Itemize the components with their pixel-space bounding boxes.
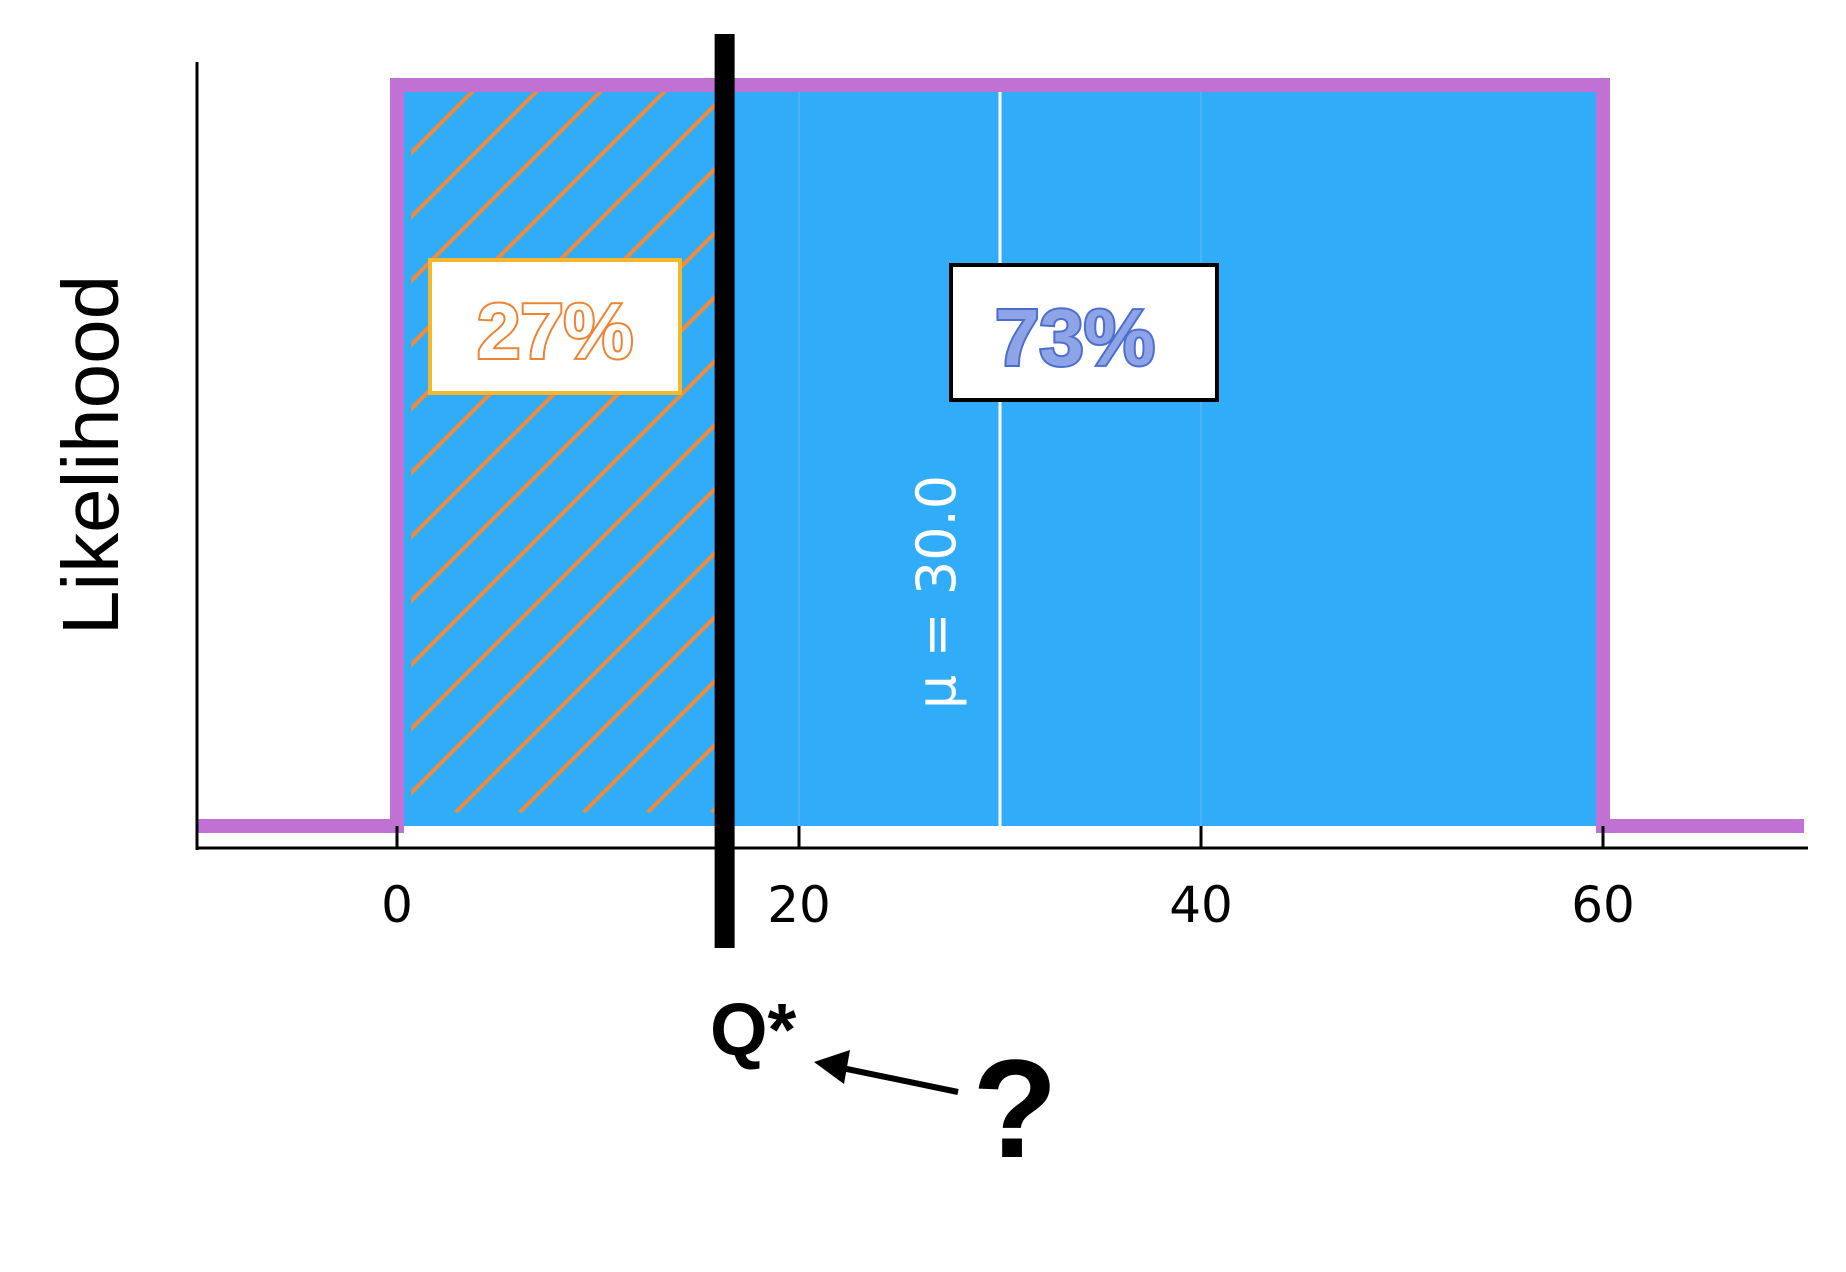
x-tick-label: 40 [1169,876,1233,934]
mean-label: μ = 30.0 [905,475,968,709]
hatch-line [411,292,717,604]
x-tick-label: 60 [1571,876,1635,934]
question-mark: ? [972,1030,1058,1187]
hatch-line [519,612,717,813]
hatch-line [411,92,667,348]
region-label-upper: 73% [995,293,1155,382]
arrow-head [814,1050,850,1084]
hatch-line [583,676,717,813]
pdf-line [197,78,1804,833]
hatch-line [411,484,717,796]
hatch-line [411,164,717,476]
hatch-line [411,420,717,732]
region-label-box-upper [949,263,1219,402]
hatch-line [411,92,539,220]
arrow-icon [814,1050,959,1095]
region-label-lower: 27% [477,287,633,375]
x-tick-label: 0 [381,876,413,934]
hatch-line [411,100,717,412]
hatch-line [411,92,603,284]
region-label-box-lower [428,258,682,395]
x-tick-label: 20 [767,876,831,934]
quantile-label: Q* [710,988,797,1071]
hatched-region-lower-tail [411,92,717,813]
y-axis-label: Likelihood [46,275,135,635]
hatch-line [411,228,717,540]
hatch-line [411,356,717,668]
hatch-line [455,548,717,813]
x-axis-ticks: 0 20 40 60 [381,826,1635,934]
arrow-shaft [841,1065,959,1095]
